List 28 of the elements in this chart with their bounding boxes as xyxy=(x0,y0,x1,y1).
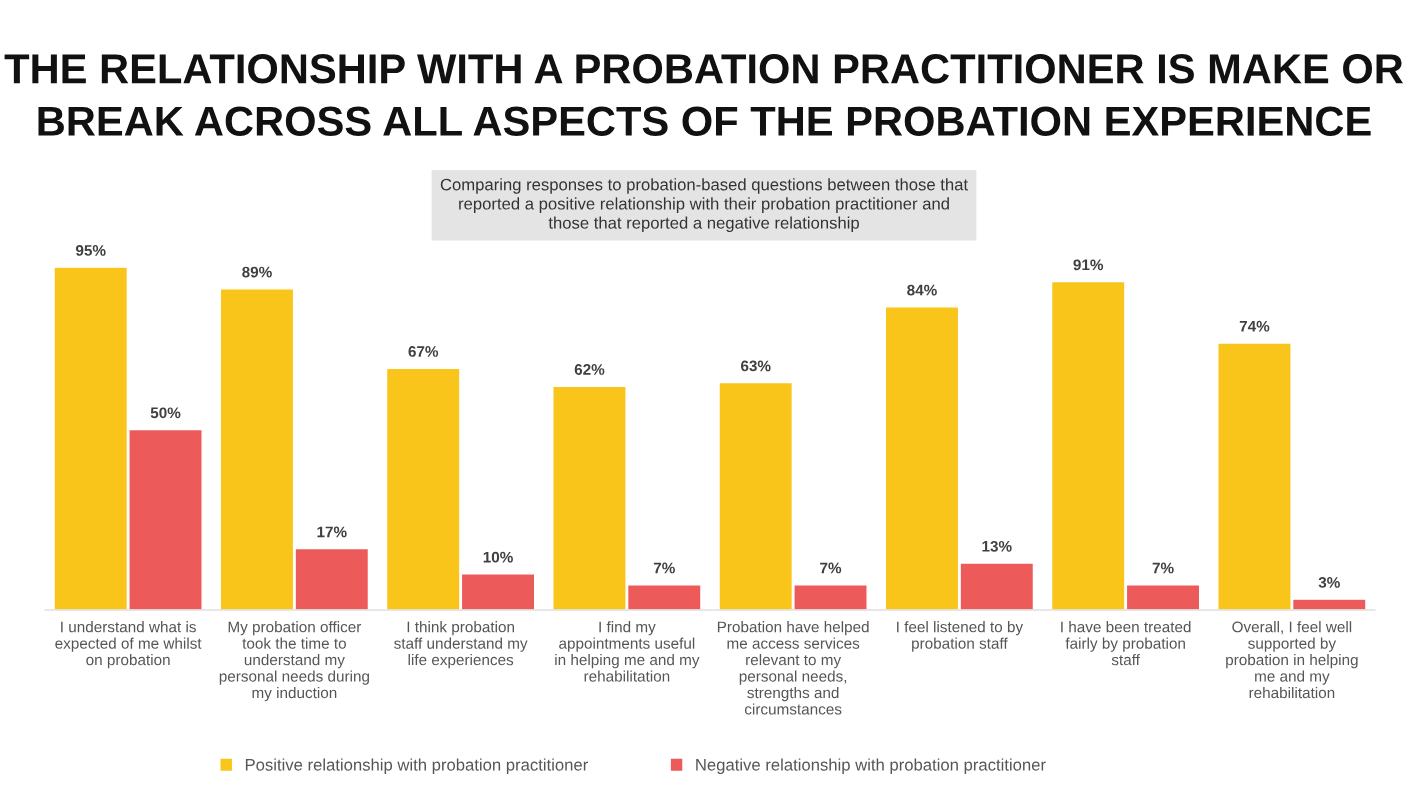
x-tick-label: I think probation staff understand my life experiences xyxy=(394,621,528,669)
data-label: 91% xyxy=(1073,259,1104,271)
data-label: 13% xyxy=(982,540,1012,552)
x-tick-label: I find my appointments useful in helping me and my rehabilitation xyxy=(555,621,700,682)
chart-subtitle: Comparing responses to probation-based questions between those that reported a positive relationship with their probation practitioner and those that reported a negative relationship xyxy=(440,178,968,233)
data-label: 62% xyxy=(574,364,605,375)
chart-title: THE RELATIONSHIP WITH A PROBATION PRACTITIONER IS MAKE OR BREAK ACROSS ALL ASPECTS OF THE PROBATION EXPERIENCE xyxy=(4,54,1404,137)
data-label: 89% xyxy=(242,266,272,278)
data-label: 7% xyxy=(1152,562,1174,574)
legend-label: Negative relationship with probation practitioner xyxy=(696,758,1046,774)
data-label: 63% xyxy=(740,360,771,372)
x-tick-label: I have been treated fairly by probation staff xyxy=(1061,621,1191,666)
legend-label: Positive relationship with probation practitioner xyxy=(245,758,588,774)
x-tick-label: I feel listened to by probation staff xyxy=(897,621,1024,652)
data-label: 3% xyxy=(1318,577,1340,588)
data-label: 7% xyxy=(653,562,675,574)
x-tick-label: Probation have helped me access services relevant to my personal needs, strengths and circumstances xyxy=(717,621,869,715)
data-label: 7% xyxy=(820,562,842,574)
data-label: 17% xyxy=(317,526,347,538)
x-tick-label: I understand what is expected of me whilst on probation xyxy=(55,621,202,669)
data-label: 67% xyxy=(408,346,439,357)
data-label: 50% xyxy=(150,407,181,419)
data-label: 95% xyxy=(75,245,106,256)
x-tick-label: My probation officer took the time to understand my personal needs during my induction xyxy=(219,621,369,702)
data-label: 74% xyxy=(1239,320,1270,332)
data-label: 84% xyxy=(907,284,937,296)
x-tick-label: Overall, I feel well supported by probation in helping me and my rehabilitation xyxy=(1226,621,1358,699)
data-label: 10% xyxy=(483,551,513,563)
